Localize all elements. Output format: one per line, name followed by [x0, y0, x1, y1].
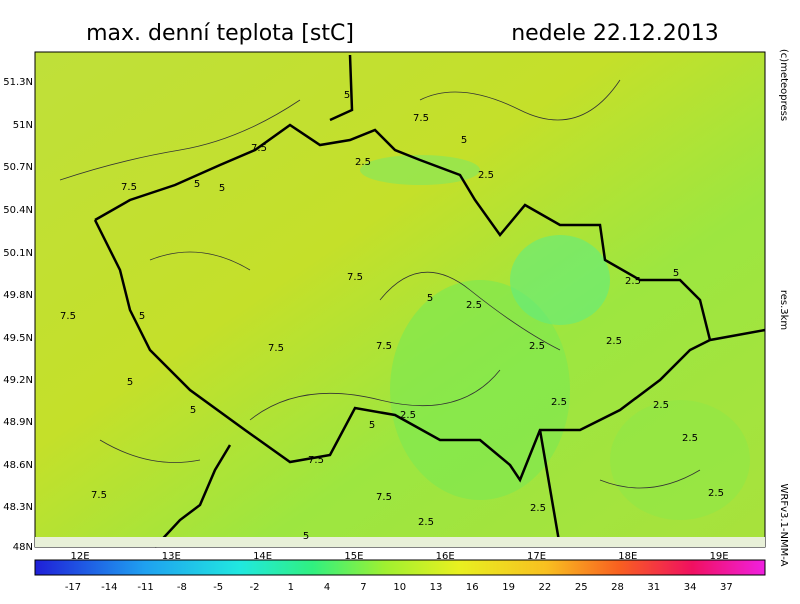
colorbar-tick-label: 28 [611, 582, 624, 593]
colorbar-tick-label: -2 [250, 582, 260, 593]
country-border [93, 54, 766, 548]
contour-label: 7.5 [413, 113, 429, 124]
contour-label: 2.5 [529, 341, 545, 352]
credit-label: (c)meteopress [778, 49, 789, 121]
contour-label: 2.5 [530, 503, 546, 514]
lon-tick-label: 19E [710, 551, 729, 562]
contour-label: 2.5 [418, 517, 434, 528]
colorbar-tick-label: -17 [65, 582, 81, 593]
model-label: WRFv3.1-NMM-A [778, 484, 789, 567]
lat-tick-label: 48.9N [3, 417, 33, 428]
lat-tick-label: 49.5N [3, 333, 33, 344]
contour-label: 2.5 [606, 336, 622, 347]
contour-label: 2.5 [682, 433, 698, 444]
contour-label: 2.5 [355, 157, 371, 168]
contour-label: 2.5 [625, 276, 641, 287]
lat-tick-label: 50.1N [3, 248, 33, 259]
map-title: max. denní teplota [stC] [86, 21, 354, 46]
contour-label: 2.5 [551, 397, 567, 408]
contour-label: 7.5 [91, 490, 107, 501]
contour-label: 7.5 [347, 272, 363, 283]
colorbar-tick-label: -11 [137, 582, 153, 593]
contour-label: 5 [461, 135, 467, 146]
contour-label: 7.5 [376, 492, 392, 503]
lat-tick-label: 51.3N [3, 77, 33, 88]
cool-zone [360, 155, 480, 185]
lat-tick-label: 50.7N [3, 162, 33, 173]
colorbar-tick-label: -5 [213, 582, 223, 593]
map-area [34, 51, 766, 548]
contour-label: 7.5 [308, 455, 324, 466]
lon-tick-label: 15E [344, 551, 363, 562]
contour-label: 2.5 [708, 488, 724, 499]
lon-tick-label: 14E [253, 551, 272, 562]
lon-tick-label: 16E [436, 551, 455, 562]
contour-label: 2.5 [466, 300, 482, 311]
warm-zone [610, 400, 750, 520]
map-bottom-strip [35, 537, 765, 547]
lat-tick-label: 48.3N [3, 502, 33, 513]
colorbar [34, 559, 766, 576]
colorbar-tick-label: 16 [466, 582, 479, 593]
contour-label: 5 [369, 420, 375, 431]
contour-label: 5 [127, 377, 133, 388]
contour-label: 5 [303, 531, 309, 542]
contour-label: 5 [190, 405, 196, 416]
lat-tick-label: 49.8N [3, 290, 33, 301]
lat-tick-label: 48.6N [3, 460, 33, 471]
contour-label: 5 [673, 268, 679, 279]
contour-line [59, 79, 701, 489]
contour-label: 2.5 [478, 170, 494, 181]
contour-label: 7.5 [251, 143, 267, 154]
contour-label: 5 [427, 293, 433, 304]
side-labels: (c)meteopress res.3km WRFv3.1-NMM-A [778, 49, 789, 567]
contour-label: 2.5 [400, 410, 416, 421]
colorbar-tick-label: -8 [177, 582, 187, 593]
colorbar-tick-label: 7 [360, 582, 366, 593]
contour-label: 7.5 [376, 341, 392, 352]
contour-label: 5 [219, 183, 225, 194]
colorbar-tick-label: 4 [324, 582, 330, 593]
lon-tick-label: 17E [527, 551, 546, 562]
colorbar-tick-label: 19 [502, 582, 515, 593]
resolution-label: res.3km [778, 290, 789, 330]
lon-tick-label: 13E [162, 551, 181, 562]
lat-tick-label: 50.4N [3, 205, 33, 216]
contour-label: 5 [194, 179, 200, 190]
contour-label: 5 [139, 311, 145, 322]
colorbar-tick-label: -14 [101, 582, 117, 593]
contour-label: 5 [344, 90, 350, 101]
colorbar-tick-label: 10 [393, 582, 406, 593]
contour-label: 7.5 [60, 311, 76, 322]
lon-tick-label: 18E [618, 551, 637, 562]
colorbar-tick-label: 34 [684, 582, 697, 593]
contour-label: 2.5 [653, 400, 669, 411]
colorbar-tick-label: 31 [647, 582, 660, 593]
lat-tick-label: 48N [13, 542, 33, 553]
contour-label: 7.5 [268, 343, 284, 354]
colorbar-tick-label: 25 [575, 582, 588, 593]
cool-zone [510, 235, 610, 325]
lon-tick-label: 12E [70, 551, 89, 562]
colorbar-tick-label: 37 [720, 582, 733, 593]
contour-label: 7.5 [121, 182, 137, 193]
map-date: nedele 22.12.2013 [511, 21, 719, 46]
lat-tick-label: 49.2N [3, 375, 33, 386]
lat-tick-label: 51N [13, 120, 33, 131]
warm-zone [390, 280, 570, 500]
colorbar-tick-label: 22 [539, 582, 552, 593]
colorbar-tick-label: 1 [288, 582, 294, 593]
colorbar-tick-label: 13 [430, 582, 443, 593]
